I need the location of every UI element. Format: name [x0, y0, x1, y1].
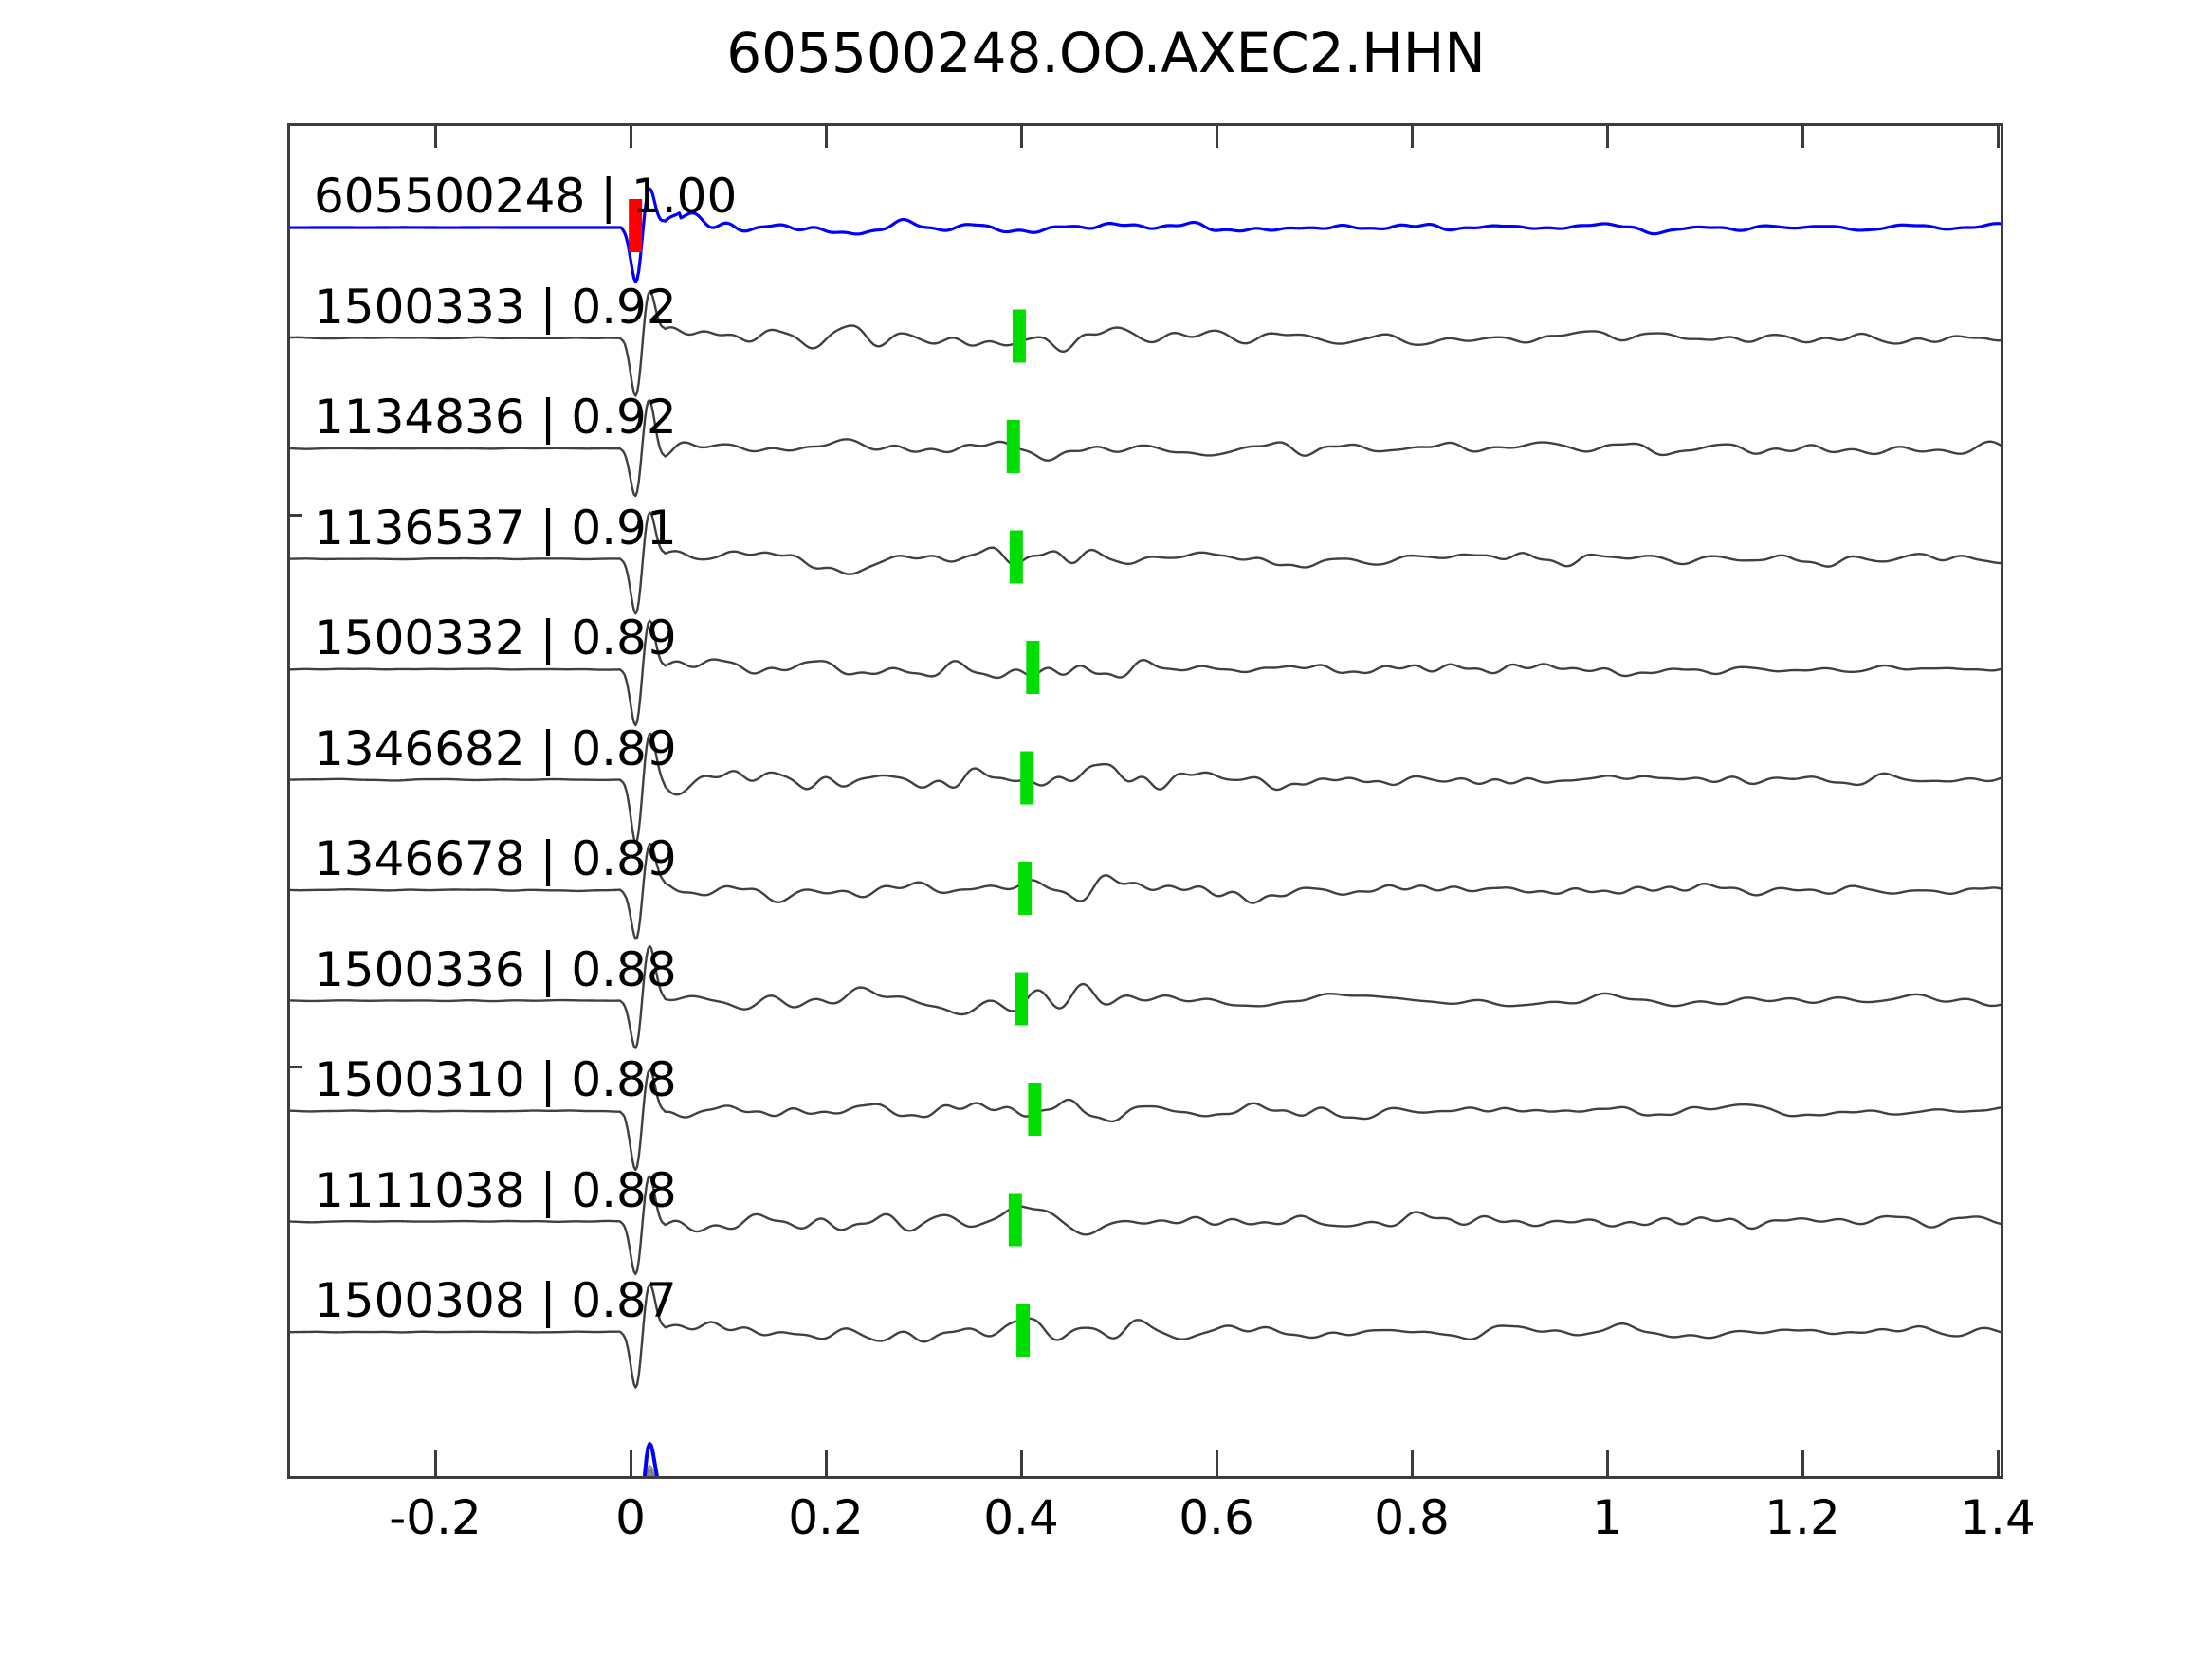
pick-marker — [1026, 641, 1040, 694]
x-tick-label: -0.2 — [389, 1490, 482, 1545]
waveform-trace — [288, 732, 2003, 845]
waveform-trace — [288, 619, 2003, 727]
y-tick-mark — [287, 513, 302, 517]
trace-label: 1134836 | 0.92 — [314, 390, 677, 445]
trace-label: 1136537 | 0.91 — [314, 500, 677, 556]
trace-label: 1500310 | 0.88 — [314, 1052, 677, 1107]
x-tick-mark-top — [1997, 123, 2000, 148]
trace-label: 1500332 | 0.89 — [314, 611, 677, 665]
pick-marker — [1008, 1193, 1022, 1247]
stack-overlay-trace — [645, 1469, 656, 1479]
waveform-trace — [288, 1175, 2003, 1276]
pick-marker — [1012, 309, 1026, 363]
x-tick-mark — [1801, 1450, 1804, 1479]
x-tick-mark — [630, 1450, 632, 1479]
waveform-trace — [288, 187, 2003, 283]
x-tick-mark-top — [434, 123, 437, 148]
x-tick-mark — [825, 1450, 828, 1479]
stack-overlay-trace — [646, 1472, 654, 1479]
x-tick-mark — [1216, 1450, 1218, 1479]
trace-label: 1500333 | 0.92 — [314, 279, 677, 335]
origin-marker — [629, 199, 643, 252]
stack-overlay-trace — [644, 1468, 655, 1479]
stack-overlay-trace — [645, 1469, 656, 1479]
stack-overlay-trace — [646, 1469, 656, 1479]
pick-marker — [1009, 530, 1023, 584]
page-title: 605500248.OO.AXEC2.HHN — [726, 21, 1486, 85]
x-tick-mark-top — [1606, 123, 1609, 148]
x-tick-mark — [434, 1450, 437, 1479]
waveform-trace — [288, 1283, 2003, 1389]
stack-overlay-trace — [647, 1474, 654, 1479]
trace-label: 1346678 | 0.89 — [314, 831, 677, 886]
stack-overlay-trace — [644, 1465, 657, 1479]
x-tick-mark-top — [1411, 123, 1414, 148]
stack-mean-trace — [642, 1441, 660, 1479]
x-tick-label: 1.4 — [1960, 1490, 2036, 1545]
pick-marker — [1015, 972, 1028, 1026]
x-tick-mark — [1997, 1450, 2000, 1479]
trace-label: 1500308 | 0.87 — [314, 1273, 677, 1328]
x-tick-mark-top — [825, 123, 828, 148]
pick-marker — [1016, 1304, 1031, 1357]
waveform-trace — [288, 399, 2003, 498]
waveform-trace — [288, 944, 2003, 1049]
waveform-trace — [288, 290, 2003, 397]
pick-marker — [1020, 751, 1034, 805]
x-tick-mark — [1606, 1450, 1609, 1479]
x-tick-mark-top — [1801, 123, 1804, 148]
trace-label: 1346682 | 0.89 — [314, 720, 677, 776]
x-tick-label: 1.2 — [1764, 1490, 1840, 1545]
x-tick-mark-top — [1020, 123, 1023, 148]
waveform-trace — [288, 1068, 2003, 1172]
pick-marker — [1028, 1083, 1042, 1136]
trace-label: 605500248 | 1.00 — [314, 169, 738, 224]
x-tick-label: 0.2 — [788, 1490, 864, 1545]
x-tick-mark-top — [630, 123, 632, 148]
x-tick-label: 0.4 — [983, 1490, 1059, 1545]
stack-overlay-trace — [645, 1468, 656, 1479]
x-tick-label: 0.8 — [1374, 1490, 1450, 1545]
x-tick-mark-top — [1216, 123, 1218, 148]
x-tick-label: 0 — [615, 1490, 646, 1545]
pick-marker — [1006, 420, 1020, 473]
waveform-trace — [288, 511, 2003, 615]
x-tick-label: 1 — [1592, 1490, 1622, 1545]
y-tick-mark — [287, 1066, 302, 1068]
x-tick-label: 0.6 — [1179, 1490, 1254, 1545]
waveform-trace — [288, 842, 2003, 940]
trace-label: 1111038 | 0.88 — [314, 1162, 677, 1218]
pick-marker — [1018, 862, 1033, 915]
x-tick-mark — [1020, 1450, 1023, 1479]
waveform-canvas — [288, 187, 2003, 1479]
x-tick-mark — [1411, 1450, 1414, 1479]
stack-overlay-trace — [645, 1469, 656, 1479]
stack-overlay-trace — [645, 1468, 656, 1479]
trace-label: 1500336 | 0.88 — [314, 941, 677, 997]
stack-overlay-trace — [645, 1470, 655, 1479]
